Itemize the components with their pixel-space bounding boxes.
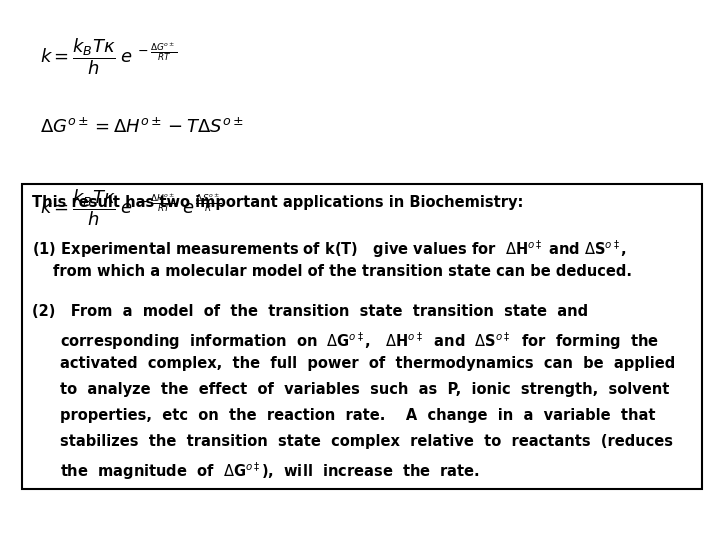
Text: the  magnitude  of  $\Delta$G$^{o\ddagger}$),  will  increase  the  rate.: the magnitude of $\Delta$G$^{o\ddagger}$… xyxy=(60,460,480,482)
FancyBboxPatch shape xyxy=(22,184,702,489)
Text: to  analyze  the  effect  of  variables  such  as  P,  ionic  strength,  solvent: to analyze the effect of variables such … xyxy=(60,382,669,397)
Text: $k = \dfrac{k_B T\kappa}{h} \; e^{\,-\frac{\Delta G^{o\pm}}{RT}}$: $k = \dfrac{k_B T\kappa}{h} \; e^{\,-\fr… xyxy=(40,36,177,77)
Text: from which a molecular model of the transition state can be deduced.: from which a molecular model of the tran… xyxy=(53,264,631,279)
Text: $\Delta G^{o\pm} = \Delta H^{o\pm} - T\Delta S^{o\pm}$: $\Delta G^{o\pm} = \Delta H^{o\pm} - T\D… xyxy=(40,117,243,137)
Text: properties,  etc  on  the  reaction  rate.    A  change  in  a  variable  that: properties, etc on the reaction rate. A … xyxy=(60,408,655,423)
Text: (2)   From  a  model  of  the  transition  state  transition  state  and: (2) From a model of the transition state… xyxy=(32,305,588,319)
Text: corresponding  information  on  $\Delta$G$^{o\ddagger}$,   $\Delta$H$^{o\ddagger: corresponding information on $\Delta$G$^… xyxy=(60,330,659,352)
Text: This result has two important applications in Biochemistry:: This result has two important applicatio… xyxy=(32,195,523,211)
Text: $k = \dfrac{k_B T\kappa}{h} \; e^{\,-\frac{\Delta H^{o\pm}}{RT}} \; e^{\,\frac{\: $k = \dfrac{k_B T\kappa}{h} \; e^{\,-\fr… xyxy=(40,187,222,228)
Text: activated  complex,  the  full  power  of  thermodynamics  can  be  applied: activated complex, the full power of the… xyxy=(60,356,675,371)
Text: stabilizes  the  transition  state  complex  relative  to  reactants  (reduces: stabilizes the transition state complex … xyxy=(60,434,672,449)
Text: (1) Experimental measurements of k(T)   give values for  $\Delta$H$^{o\ddagger}$: (1) Experimental measurements of k(T) gi… xyxy=(32,238,627,260)
